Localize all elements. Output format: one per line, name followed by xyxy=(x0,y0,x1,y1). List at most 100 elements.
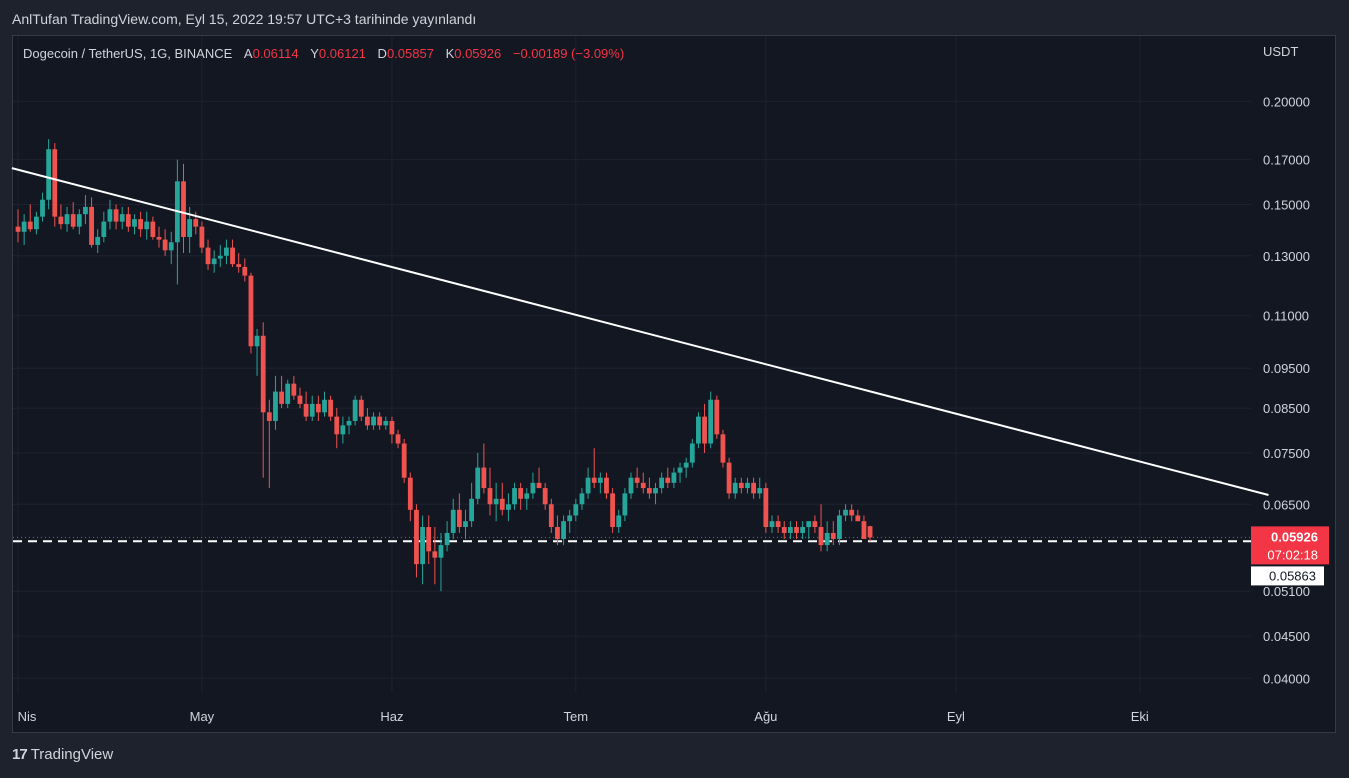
candle[interactable] xyxy=(561,515,566,546)
candle[interactable] xyxy=(849,504,855,522)
candle[interactable] xyxy=(751,477,756,499)
candle[interactable] xyxy=(824,521,830,552)
candle[interactable] xyxy=(463,509,468,539)
candle[interactable] xyxy=(653,482,658,505)
candle[interactable] xyxy=(628,472,634,499)
candle[interactable] xyxy=(843,504,848,522)
trendline[interactable] xyxy=(11,167,1269,496)
candle[interactable] xyxy=(224,239,229,265)
candle[interactable] xyxy=(610,488,616,533)
candle[interactable] xyxy=(640,472,646,494)
candle[interactable] xyxy=(389,416,395,444)
candle[interactable] xyxy=(438,532,444,592)
candle[interactable] xyxy=(794,521,799,539)
candle[interactable] xyxy=(548,498,554,533)
candle[interactable] xyxy=(714,395,720,439)
candle[interactable] xyxy=(199,221,205,254)
candle[interactable] xyxy=(683,457,689,478)
candle[interactable] xyxy=(89,197,94,248)
candle[interactable] xyxy=(530,472,536,499)
candle[interactable] xyxy=(456,493,462,533)
candle[interactable] xyxy=(144,211,150,240)
candle[interactable] xyxy=(315,395,321,421)
candle[interactable] xyxy=(291,375,297,400)
candle[interactable] xyxy=(156,226,162,248)
candle[interactable] xyxy=(518,482,524,510)
candle[interactable] xyxy=(812,515,818,533)
candle[interactable] xyxy=(622,488,628,522)
candle[interactable] xyxy=(107,199,113,230)
candle[interactable] xyxy=(322,391,327,417)
candle[interactable] xyxy=(591,448,597,489)
candle[interactable] xyxy=(732,477,738,499)
candle[interactable] xyxy=(279,375,284,409)
candle[interactable] xyxy=(64,206,70,232)
candle[interactable] xyxy=(769,515,775,533)
candle[interactable] xyxy=(40,192,45,222)
candle[interactable] xyxy=(426,515,432,565)
candle[interactable] xyxy=(450,498,456,539)
candle[interactable] xyxy=(469,482,475,528)
candle[interactable] xyxy=(432,527,438,585)
candle[interactable] xyxy=(33,211,39,235)
candle[interactable] xyxy=(383,416,389,430)
chart-panel[interactable] xyxy=(12,35,1336,733)
candle[interactable] xyxy=(346,416,352,435)
candle[interactable] xyxy=(217,244,223,267)
candle[interactable] xyxy=(726,457,732,499)
candle[interactable] xyxy=(27,204,33,232)
candle[interactable] xyxy=(414,504,419,578)
candle[interactable] xyxy=(205,239,211,270)
candle[interactable] xyxy=(524,488,530,510)
candle[interactable] xyxy=(837,509,842,546)
candle[interactable] xyxy=(83,195,88,225)
candle[interactable] xyxy=(168,231,174,265)
candle[interactable] xyxy=(536,467,542,489)
candle[interactable] xyxy=(806,521,812,539)
candle[interactable] xyxy=(125,206,131,232)
tradingview-brand[interactable]: 17 TradingView xyxy=(12,746,113,763)
candle[interactable] xyxy=(781,521,787,539)
candle[interactable] xyxy=(174,159,180,285)
candle[interactable] xyxy=(46,139,52,210)
candle[interactable] xyxy=(162,229,168,256)
candle[interactable] xyxy=(506,493,511,522)
candle[interactable] xyxy=(646,477,652,499)
candle[interactable] xyxy=(604,472,609,499)
candle[interactable] xyxy=(266,399,272,489)
candle[interactable] xyxy=(138,211,143,237)
candle[interactable] xyxy=(763,482,769,533)
candle[interactable] xyxy=(444,521,450,552)
candle[interactable] xyxy=(708,391,714,449)
candle[interactable] xyxy=(567,509,573,533)
candle[interactable] xyxy=(597,472,603,494)
candle[interactable] xyxy=(254,328,260,376)
candle[interactable] xyxy=(738,477,744,494)
candle[interactable] xyxy=(585,467,591,499)
candle[interactable] xyxy=(21,214,27,245)
candle[interactable] xyxy=(273,375,278,430)
candle[interactable] xyxy=(113,204,119,230)
candle[interactable] xyxy=(352,395,358,426)
candle[interactable] xyxy=(542,482,548,510)
candle[interactable] xyxy=(230,239,235,267)
candle[interactable] xyxy=(236,253,242,273)
candle[interactable] xyxy=(70,202,76,230)
candle[interactable] xyxy=(665,467,671,489)
candle[interactable] xyxy=(720,429,726,468)
candle[interactable] xyxy=(499,482,505,516)
candle[interactable] xyxy=(132,214,137,235)
candle[interactable] xyxy=(481,443,487,494)
candle[interactable] xyxy=(420,515,425,585)
candle[interactable] xyxy=(634,467,640,489)
candle[interactable] xyxy=(775,515,781,533)
candle[interactable] xyxy=(745,477,750,494)
candle[interactable] xyxy=(395,429,401,449)
candle[interactable] xyxy=(818,504,824,552)
candle[interactable] xyxy=(119,206,125,230)
candle[interactable] xyxy=(95,229,101,254)
candle[interactable] xyxy=(696,412,701,449)
candle[interactable] xyxy=(181,163,186,254)
candle[interactable] xyxy=(334,408,340,449)
candle[interactable] xyxy=(328,395,334,421)
